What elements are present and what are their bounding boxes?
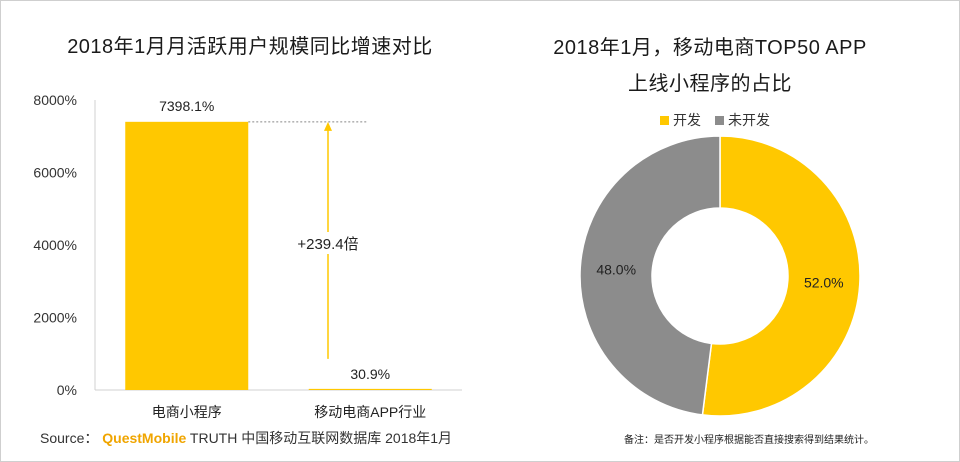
bar <box>125 121 249 390</box>
donut-slice-developed <box>701 135 861 417</box>
donut-data-label: 52.0% <box>804 275 844 291</box>
bar-chart-title: 2018年1月月活跃用户规模同比增速对比 <box>67 36 433 58</box>
donut-legend: 开发 未开发 <box>660 110 770 130</box>
bar <box>308 388 432 390</box>
legend-item-developed: 开发 <box>660 110 701 130</box>
donut-data-label: 48.0% <box>596 261 636 277</box>
source-line: Source： QuestMobile TRUTH 中国移动互联网数据库 201… <box>40 428 452 448</box>
source-rest: TRUTH 中国移动互联网数据库 2018年1月 <box>189 430 453 446</box>
legend-swatch-not-developed <box>715 115 724 125</box>
legend-label-developed: 开发 <box>673 112 701 128</box>
donut-title-line-1: 2018年1月，移动电商TOP50 APP <box>553 37 867 59</box>
donut-title-line-2: 上线小程序的占比 <box>628 73 792 95</box>
annotation-backdrop <box>286 232 370 254</box>
legend-item-not-developed: 未开发 <box>715 110 770 130</box>
y-tick-label: 0% <box>57 382 77 398</box>
y-tick-label: 2000% <box>33 310 77 326</box>
y-tick-label: 4000% <box>33 237 77 253</box>
source-prefix: Source： <box>40 430 99 446</box>
data-label: 30.9% <box>350 366 390 382</box>
footnote: 备注：是否开发小程序根据能否直接搜索得到结果统计。 <box>624 435 874 446</box>
source-brand: QuestMobile <box>102 430 187 446</box>
x-tick-label: 移动电商APP行业 <box>314 404 426 420</box>
donut-chart-title: 2018年1月，移动电商TOP50 APP 上线小程序的占比 <box>500 30 920 102</box>
growth-annotation: +239.4倍 <box>297 236 358 253</box>
legend-label-not-developed: 未开发 <box>728 112 770 128</box>
data-label: 7398.1% <box>159 98 214 114</box>
legend-swatch-developed <box>660 115 669 125</box>
x-tick-label: 电商小程序 <box>152 404 222 420</box>
donut-slice-not-developed <box>579 135 721 416</box>
growth-arrow-head <box>324 121 332 131</box>
y-tick-label: 8000% <box>33 92 77 108</box>
y-tick-label: 6000% <box>33 165 77 181</box>
